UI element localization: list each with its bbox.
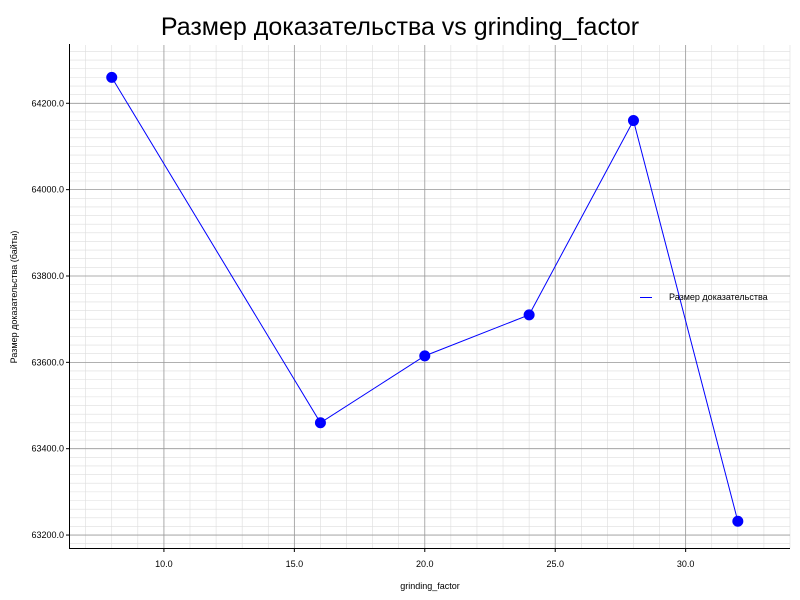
x-tick-label: 25.0	[546, 559, 564, 569]
data-point	[314, 417, 326, 429]
data-point	[106, 71, 118, 83]
data-point	[523, 309, 535, 321]
y-tick-label: 64200.0	[31, 98, 64, 108]
y-tick-label: 63800.0	[31, 271, 64, 281]
x-axis-ticks: 10.0 15.0 20.0 25.0 30.0	[155, 548, 694, 569]
series-points	[106, 71, 744, 527]
x-tick-label: 30.0	[677, 559, 695, 569]
legend-label: Размер доказательства	[669, 292, 768, 302]
y-tick-label: 63600.0	[31, 357, 64, 367]
series-line	[111, 77, 739, 522]
data-point	[627, 115, 639, 127]
data-point	[419, 350, 431, 362]
y-tick-label: 63400.0	[31, 444, 64, 454]
chart-title: Размер доказательства vs grinding_factor	[161, 13, 639, 41]
x-tick-label: 10.0	[155, 559, 173, 569]
y-axis-ticks: 63200.0 63400.0 63600.0 63800.0 64000.0 64200…	[31, 98, 70, 540]
legend: Размер доказательства	[640, 292, 768, 302]
data-point	[732, 515, 744, 527]
major-grid	[70, 45, 790, 548]
y-tick-label: 63200.0	[31, 530, 64, 540]
x-tick-label: 20.0	[416, 559, 434, 569]
y-axis-label: Размер доказательства (байты)	[9, 231, 19, 364]
x-axis-label: grinding_factor	[400, 581, 460, 591]
y-tick-label: 64000.0	[31, 185, 64, 195]
x-tick-label: 15.0	[286, 559, 304, 569]
minor-grid	[70, 45, 791, 548]
